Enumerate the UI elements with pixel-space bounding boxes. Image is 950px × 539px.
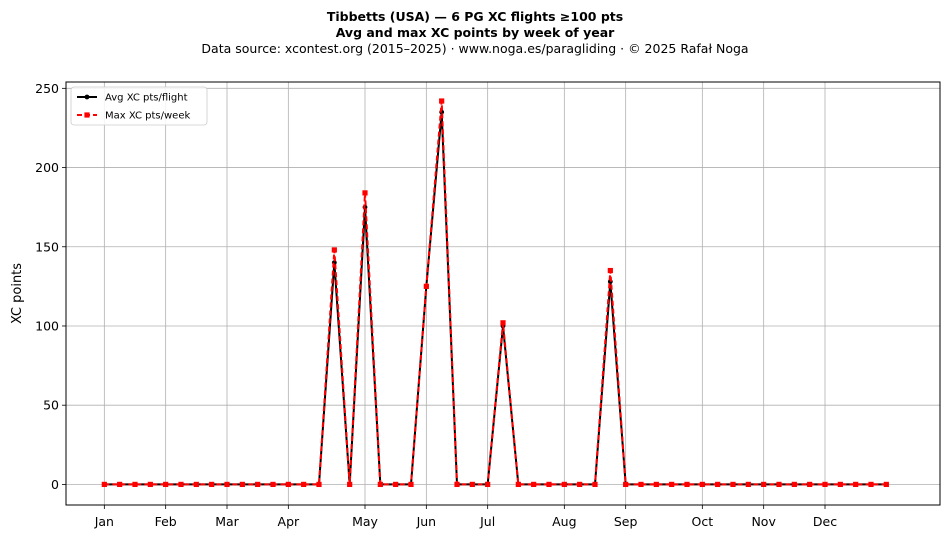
data-point-max: [791, 481, 797, 488]
x-tick-label: Feb: [155, 514, 177, 529]
data-point-max: [761, 481, 767, 488]
data-point-max: [147, 481, 153, 488]
data-point-max: [224, 481, 230, 488]
data-point-max: [439, 98, 445, 104]
chart-title-secondary: Avg and max XC points by week of year: [335, 25, 615, 40]
x-tick-label: Jul: [479, 514, 495, 529]
data-point-max: [715, 481, 721, 488]
data-point-max: [592, 481, 598, 488]
y-tick-label: 200: [35, 160, 59, 175]
grid: [66, 82, 940, 505]
data-point-max: [500, 320, 506, 326]
data-point-max: [623, 481, 629, 488]
data-point-max: [776, 481, 782, 488]
data-point-max: [822, 481, 828, 488]
legend-marker-1: [84, 94, 90, 100]
data-point-max: [331, 247, 337, 253]
legend-label-1: Avg XC pts/flight: [105, 93, 188, 104]
data-point-max: [423, 283, 429, 289]
data-point-max: [868, 481, 874, 488]
data-point-max: [117, 481, 123, 488]
x-tick-label: Jun: [416, 514, 437, 529]
data-point-max: [730, 481, 736, 488]
data-point-max: [408, 481, 414, 488]
data-point-max: [377, 481, 383, 488]
data-point-max: [807, 481, 813, 488]
x-tick-label: Apr: [278, 514, 300, 529]
data-point-max: [684, 481, 690, 488]
x-tick-label: Aug: [552, 514, 576, 529]
data-point-max: [362, 190, 368, 196]
y-axis-label: XC points: [10, 263, 25, 324]
data-point-max: [561, 481, 567, 488]
data-point-max: [255, 481, 261, 488]
data-point-max: [485, 481, 491, 488]
legend: Avg XC pts/flight Max XC pts/week: [70, 86, 208, 126]
legend-label-2: Max XC pts/week: [105, 111, 190, 122]
data-point-max: [454, 481, 460, 488]
x-tick-label: May: [352, 514, 378, 529]
series-layer: [101, 98, 889, 488]
data-point-max: [301, 481, 307, 488]
data-point-max: [239, 481, 245, 488]
y-tick-label: 250: [35, 81, 59, 96]
data-point-max: [837, 481, 843, 488]
data-point-max: [546, 481, 552, 488]
chart-title: Tibbetts (USA) — 6 PG XC flights ≥100 pt…: [326, 9, 624, 24]
x-tick-label: Nov: [751, 514, 776, 529]
x-tick-label: Jan: [94, 514, 114, 529]
x-tick-label: Oct: [692, 514, 714, 529]
y-axis: 0 50 100 150 200 250: [35, 81, 66, 492]
data-point-max: [607, 267, 613, 274]
y-tick-label: 150: [35, 239, 59, 254]
data-point-max: [347, 481, 353, 488]
data-point-max: [316, 481, 322, 488]
data-point-max: [577, 481, 583, 488]
data-point-max: [132, 481, 138, 488]
y-tick-label: 0: [51, 477, 59, 492]
plot-frame: [65, 81, 941, 506]
data-point-max: [469, 481, 475, 488]
data-point-max: [515, 481, 521, 488]
data-point-max: [101, 481, 107, 488]
data-point-max: [531, 481, 537, 488]
data-point-max: [393, 481, 399, 488]
data-point-max: [270, 481, 276, 488]
data-point-max: [745, 481, 751, 488]
data-point-max: [285, 481, 291, 488]
data-point-max: [193, 481, 199, 488]
x-tick-label: Dec: [813, 514, 837, 529]
data-point-max: [853, 481, 859, 488]
y-tick-label: 100: [35, 318, 59, 333]
data-point-max: [669, 481, 675, 488]
y-tick-label: 50: [43, 398, 59, 413]
data-point-max: [653, 481, 659, 488]
data-point-max: [699, 481, 705, 488]
data-point-max: [163, 481, 169, 488]
x-axis: Jan Feb Mar Apr May Jun Jul Aug Sep Oct Nov Dec: [94, 505, 837, 529]
series-line-2: [104, 100, 887, 486]
legend-box: [70, 86, 208, 126]
chart-title-block: Tibbetts (USA) — 6 PG XC flights ≥100 pt…: [0, 9, 950, 57]
legend-marker-2: [84, 112, 90, 118]
x-tick-label: Sep: [614, 514, 638, 529]
data-point-max: [638, 481, 644, 488]
data-point-max: [209, 481, 215, 488]
chart-subtitle: Data source: xcontest.org (2015–2025) · …: [201, 41, 749, 56]
data-point-max: [178, 481, 184, 488]
x-tick-label: Mar: [215, 514, 239, 529]
data-point-max: [883, 481, 889, 488]
